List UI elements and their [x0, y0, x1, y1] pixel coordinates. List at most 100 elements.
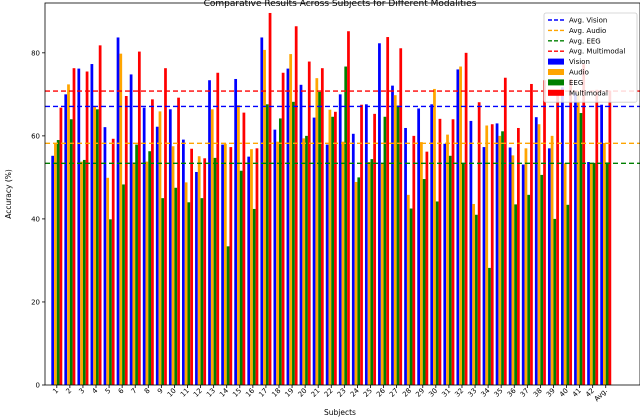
bar-vision-30	[430, 104, 434, 385]
x-tick-label: 23	[336, 387, 348, 399]
y-axis-ticks: 0 20 40 60 80	[31, 49, 45, 390]
bar-multimodal-1	[59, 107, 63, 385]
bar-multimodal-32	[464, 52, 468, 385]
x-tick-label: 10	[166, 387, 178, 399]
bar-vision-8	[142, 107, 146, 385]
bar-multimodal-24	[360, 104, 363, 385]
bars-layer	[51, 12, 612, 386]
bar-audio-12	[197, 156, 201, 385]
axes-layer	[44, 2, 640, 386]
bar-multimodal-5	[111, 138, 115, 385]
bar-eeg-avg	[605, 162, 609, 385]
bar-vision-avg	[600, 104, 603, 385]
bar-vision-33	[469, 120, 473, 386]
x-tick-label: 42	[584, 387, 596, 399]
x-tick-label: 13	[205, 387, 217, 399]
legend-box	[543, 12, 638, 103]
bar-eeg-23	[344, 66, 348, 385]
legend-entry-label: Avg. Vision	[569, 17, 607, 25]
bar-multimodal-42	[595, 89, 599, 385]
bar-eeg-1	[56, 140, 60, 385]
bar-audio-35	[498, 135, 502, 385]
x-tick-label: 18	[270, 387, 282, 399]
x-tick-label: 26	[375, 386, 387, 398]
x-tick-label: 17	[257, 387, 269, 399]
x-tick-label: 25	[362, 387, 374, 399]
y-tick-label: 20	[31, 298, 40, 306]
bar-audio-2	[67, 84, 70, 385]
legend-entry-label: Multimodal	[569, 89, 608, 97]
bar-vision-4	[90, 64, 94, 385]
bar-eeg-25	[370, 159, 374, 385]
bar-multimodal-28	[412, 135, 416, 385]
x-axis-title: Subjects	[324, 408, 356, 417]
bar-audio-39	[550, 135, 554, 385]
x-tick-label: 37	[519, 387, 531, 399]
bar-eeg-17	[265, 104, 269, 385]
bar-vision-24	[351, 133, 355, 385]
bar-vision-23	[338, 94, 342, 385]
x-tick-label: 38	[532, 387, 544, 399]
x-tick-label: 36	[506, 386, 518, 398]
bar-multimodal-31	[451, 119, 455, 385]
bar-vision-15	[234, 78, 238, 385]
x-tick-label: 30	[427, 387, 439, 399]
bar-vision-28	[404, 127, 407, 385]
bar-multimodal-37	[530, 83, 533, 385]
bar-eeg-8	[148, 151, 152, 385]
x-tick-label: 32	[453, 387, 465, 399]
bar-multimodal-23	[347, 31, 350, 385]
bar-eeg-16	[252, 208, 256, 385]
x-tick-label: Avg.	[593, 387, 609, 403]
bar-audio-18	[276, 141, 279, 385]
bar-vision-17	[260, 37, 264, 386]
bar-audio-23	[341, 141, 345, 385]
bar-audio-1	[54, 143, 57, 385]
bar-eeg-2	[69, 119, 73, 385]
bar-multimodal-22	[334, 111, 337, 385]
legend-swatch-bar	[548, 58, 564, 65]
x-tick-label: 5	[104, 387, 113, 396]
bar-audio-14	[223, 143, 227, 385]
bar-multimodal-9	[164, 68, 167, 385]
bar-vision-38	[534, 117, 538, 386]
x-tick-label: 15	[231, 387, 243, 399]
bar-eeg-24	[357, 177, 361, 385]
bar-multimodal-8	[151, 99, 154, 385]
bar-eeg-15	[239, 170, 243, 385]
bar-eeg-11	[187, 202, 191, 385]
bar-eeg-18	[278, 118, 282, 386]
x-tick-label: 33	[466, 387, 478, 399]
bar-multimodal-13	[216, 72, 220, 385]
bar-audio-21	[315, 78, 319, 386]
bar-vision-18	[273, 129, 277, 385]
bar-audio-31	[446, 134, 449, 385]
bar-audio-24	[354, 181, 358, 385]
bar-eeg-14	[226, 246, 230, 385]
x-tick-label: 1	[51, 387, 60, 396]
bar-multimodal-11	[190, 148, 193, 385]
bar-multimodal-40	[569, 78, 573, 385]
x-tick-label: 40	[558, 387, 570, 399]
bar-eeg-29	[422, 179, 426, 385]
bar-vision-21	[312, 117, 316, 385]
bar-audio-13	[210, 109, 214, 386]
legend-swatch-bar	[548, 89, 564, 96]
bar-eeg-6	[122, 184, 125, 385]
bar-audio-32	[459, 66, 462, 385]
x-tick-label: 3	[78, 387, 87, 396]
x-tick-label: 22	[323, 387, 335, 399]
bar-audio-30	[433, 88, 436, 385]
x-tick-label: 28	[401, 387, 413, 399]
bar-multimodal-33	[477, 102, 481, 386]
y-tick-label: 40	[31, 215, 40, 223]
bar-eeg-3	[82, 159, 86, 385]
bar-audio-8	[145, 161, 149, 385]
bar-eeg-22	[331, 116, 335, 386]
y-axis-title: Accuracy (%)	[4, 169, 13, 219]
bar-multimodal-6	[124, 96, 128, 385]
bar-multimodal-20	[307, 61, 311, 386]
bar-vision-5	[103, 127, 107, 386]
bar-vision-20	[299, 84, 303, 386]
